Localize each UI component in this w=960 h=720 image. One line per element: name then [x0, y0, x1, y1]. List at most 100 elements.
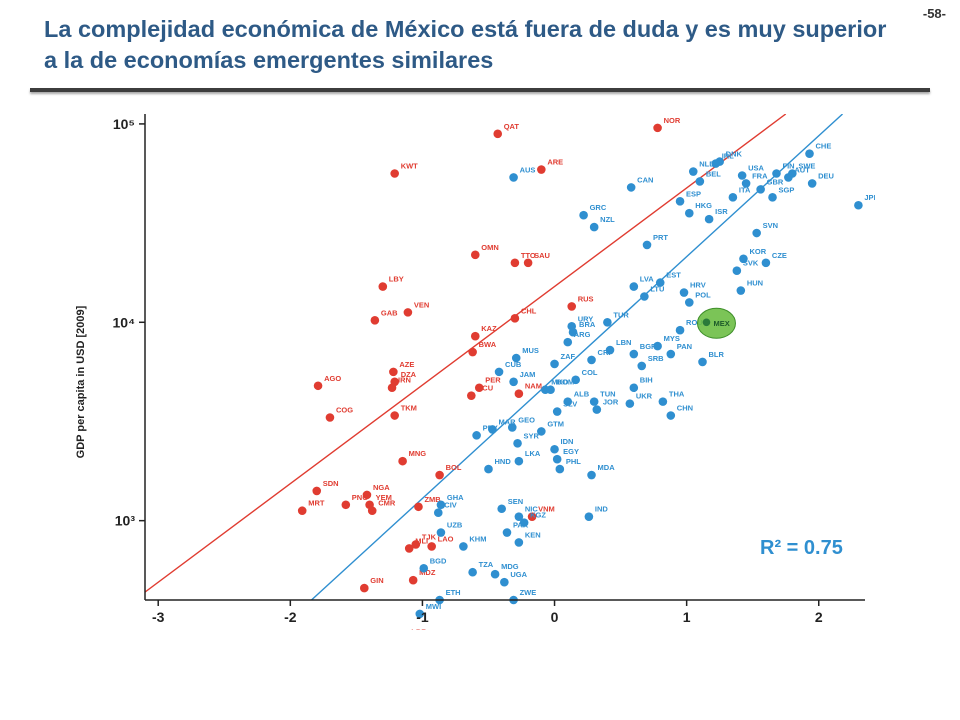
point-label-lka: LKA	[525, 449, 541, 458]
data-point-gtm	[537, 427, 546, 436]
data-point-mng	[398, 456, 407, 466]
point-label-chn: CHN	[677, 404, 693, 413]
point-label-bwa: BWA	[479, 340, 497, 349]
point-label-lao: LAO	[438, 534, 454, 543]
mex-highlight-ellipse	[696, 307, 736, 339]
data-point-usa	[737, 171, 747, 180]
data-point-nam	[514, 389, 524, 398]
point-label-prt: PRT	[653, 233, 668, 242]
data-point-tun	[589, 397, 599, 406]
data-point-zaf	[550, 359, 559, 369]
data-point-irn	[387, 383, 397, 393]
point-label-mkd: MKD	[551, 378, 569, 387]
point-label-rou: ROU	[686, 318, 703, 327]
point-label-lbn: LBN	[616, 338, 631, 347]
data-point-kaz	[470, 331, 480, 341]
blue-trend-line	[310, 114, 844, 600]
data-point-mwi	[415, 609, 425, 619]
point-label-aze: AZE	[399, 360, 414, 369]
point-label-nic: NIC	[525, 505, 539, 514]
data-point-lao	[427, 542, 436, 551]
data-point-sgp	[768, 193, 777, 202]
point-label-irl: IRL	[722, 152, 735, 161]
data-point-lbn	[605, 345, 615, 355]
point-label-che: CHE	[816, 142, 832, 151]
point-label-zaf: ZAF	[561, 352, 576, 361]
data-point-dom	[546, 385, 555, 395]
data-point-mys	[653, 341, 662, 351]
data-point-nic	[514, 512, 524, 521]
data-point-aus	[509, 173, 518, 182]
data-point-bgd	[419, 563, 429, 573]
point-label-ita: ITA	[739, 185, 751, 194]
data-point-hnd	[484, 464, 493, 474]
data-point-chl	[510, 314, 520, 323]
point-label-gtm: GTM	[547, 419, 564, 428]
point-label-svn: SVN	[763, 221, 778, 230]
point-label-gha: GHA	[447, 493, 464, 502]
point-label-pry: PRY	[483, 423, 498, 432]
data-point-irl	[711, 159, 721, 168]
data-point-jam	[509, 377, 518, 387]
chart-axes	[144, 114, 865, 601]
point-label-mus: MUS	[522, 346, 539, 355]
data-point-fin	[772, 169, 781, 178]
point-label-pak: PAK	[513, 521, 529, 530]
point-label-geo: GEO	[518, 415, 535, 424]
point-label-bgd: BGD	[430, 556, 447, 565]
point-label-mli: MLI	[415, 536, 428, 545]
point-label-sen: SEN	[508, 497, 523, 506]
data-point-tto	[510, 258, 520, 268]
x-tick-label: -3	[152, 609, 165, 625]
data-point-zmb	[414, 502, 423, 512]
data-point-pan	[666, 349, 676, 359]
data-point-srb	[637, 361, 647, 371]
data-point-gab	[370, 316, 380, 325]
y-tick-label: 10⁴	[113, 314, 136, 330]
data-point-fra	[741, 179, 751, 188]
data-point-ecu	[467, 391, 476, 400]
data-point-mex	[702, 318, 711, 327]
point-label-tha: THA	[669, 390, 685, 399]
data-point-bol	[435, 470, 444, 480]
point-label-lva: LVA	[640, 275, 654, 284]
data-point-vnm	[527, 512, 537, 521]
point-label-tun: TUN	[600, 390, 615, 399]
point-label-hkg: HKG	[695, 201, 712, 210]
point-label-ecu: ECU	[477, 384, 493, 393]
data-point-alb	[563, 397, 573, 406]
point-label-col: COL	[582, 368, 598, 377]
point-label-fra: FRA	[752, 171, 768, 180]
point-label-mys: MYS	[664, 334, 680, 343]
data-point-tur	[603, 317, 612, 327]
point-label-cri: CRI	[598, 348, 611, 357]
data-point-est	[655, 278, 665, 287]
point-label-ven: VEN	[414, 300, 429, 309]
point-label-civ: CIV	[444, 501, 457, 510]
data-point-col	[571, 375, 580, 385]
data-point-aze	[389, 367, 398, 377]
regression-lines	[145, 114, 844, 600]
y-tick-label: 10³	[115, 513, 136, 529]
point-label-aut: AUT	[794, 165, 810, 174]
data-point-egy	[552, 454, 562, 464]
data-point-rus	[567, 302, 577, 311]
point-label-est: EST	[666, 271, 681, 280]
data-point-phl	[555, 464, 565, 474]
data-point-cmr	[367, 506, 377, 516]
point-label-hnd: HND	[494, 457, 511, 466]
point-label-kgz: KGZ	[530, 511, 546, 520]
axis-ticks: -3 -2 -1 0 1 2 10³ 10⁴ 10⁵	[113, 116, 823, 625]
point-label-nga: NGA	[373, 483, 390, 492]
point-label-tkm: TKM	[401, 404, 417, 413]
data-point-omn	[470, 250, 480, 260]
point-label-ago: AGO	[324, 374, 341, 383]
data-point-tza	[468, 567, 477, 577]
point-label-lby: LBY	[389, 275, 404, 284]
data-point-isr	[704, 214, 714, 224]
data-point-bra	[568, 327, 578, 337]
x-tick-label: -2	[284, 609, 297, 625]
point-label-sdn: SDN	[323, 479, 339, 488]
point-label-can: CAN	[637, 175, 653, 184]
point-label-tjk: TJK	[422, 532, 437, 541]
